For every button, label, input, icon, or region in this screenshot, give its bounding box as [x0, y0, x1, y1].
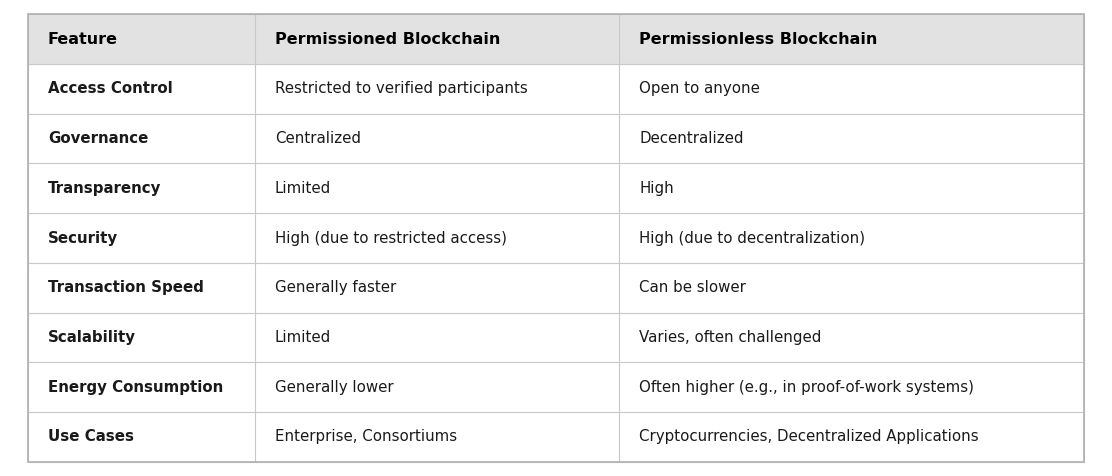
- Bar: [28, 163, 255, 213]
- Text: Energy Consumption: Energy Consumption: [48, 380, 224, 395]
- Bar: [255, 313, 619, 362]
- Bar: [255, 263, 619, 313]
- Text: High (due to restricted access): High (due to restricted access): [275, 230, 507, 246]
- Text: Limited: Limited: [275, 330, 331, 345]
- Text: Limited: Limited: [275, 181, 331, 196]
- Bar: [619, 163, 1084, 213]
- Bar: [28, 263, 255, 313]
- Bar: [28, 114, 255, 163]
- Bar: [619, 263, 1084, 313]
- Text: Cryptocurrencies, Decentralized Applications: Cryptocurrencies, Decentralized Applicat…: [639, 429, 979, 445]
- Text: Transaction Speed: Transaction Speed: [48, 280, 203, 295]
- Text: Restricted to verified participants: Restricted to verified participants: [275, 81, 528, 96]
- Bar: [28, 64, 255, 114]
- Bar: [255, 163, 619, 213]
- Text: Access Control: Access Control: [48, 81, 172, 96]
- Text: Generally lower: Generally lower: [275, 380, 394, 395]
- Bar: [255, 362, 619, 412]
- Bar: [619, 64, 1084, 114]
- Text: High (due to decentralization): High (due to decentralization): [639, 230, 865, 246]
- Text: Often higher (e.g., in proof-of-work systems): Often higher (e.g., in proof-of-work sys…: [639, 380, 974, 395]
- Text: Permissionless Blockchain: Permissionless Blockchain: [639, 31, 877, 47]
- Text: Use Cases: Use Cases: [48, 429, 133, 445]
- Text: Decentralized: Decentralized: [639, 131, 744, 146]
- Text: Can be slower: Can be slower: [639, 280, 746, 295]
- Bar: [619, 362, 1084, 412]
- Text: Feature: Feature: [48, 31, 118, 47]
- Bar: [255, 114, 619, 163]
- Text: Enterprise, Consortiums: Enterprise, Consortiums: [275, 429, 457, 445]
- Bar: [255, 14, 619, 64]
- Bar: [619, 313, 1084, 362]
- Bar: [619, 114, 1084, 163]
- Text: Permissioned Blockchain: Permissioned Blockchain: [275, 31, 500, 47]
- Bar: [28, 313, 255, 362]
- Text: Generally faster: Generally faster: [275, 280, 396, 295]
- Text: Scalability: Scalability: [48, 330, 136, 345]
- Bar: [255, 64, 619, 114]
- Bar: [28, 213, 255, 263]
- Text: Governance: Governance: [48, 131, 148, 146]
- Text: Transparency: Transparency: [48, 181, 161, 196]
- Text: Security: Security: [48, 230, 118, 246]
- Bar: [619, 213, 1084, 263]
- Text: Centralized: Centralized: [275, 131, 361, 146]
- Text: Varies, often challenged: Varies, often challenged: [639, 330, 822, 345]
- Text: High: High: [639, 181, 674, 196]
- Bar: [28, 362, 255, 412]
- Bar: [255, 213, 619, 263]
- Text: Open to anyone: Open to anyone: [639, 81, 761, 96]
- Bar: [619, 14, 1084, 64]
- Bar: [255, 412, 619, 462]
- Bar: [28, 14, 255, 64]
- Bar: [619, 412, 1084, 462]
- Bar: [28, 412, 255, 462]
